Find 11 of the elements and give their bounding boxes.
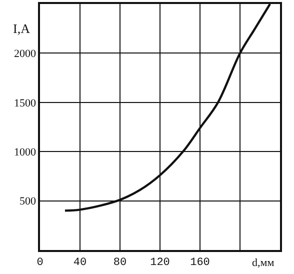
y-axis-title: I,A: [13, 21, 31, 36]
x-tick-label: 80: [113, 256, 127, 269]
x-tick-label: 40: [73, 256, 87, 269]
y-tick-label: 1000: [14, 146, 37, 158]
x-axis-title: d,мм: [252, 257, 274, 269]
x-tick-label: 0: [36, 256, 44, 269]
y-tick-label: 1500: [14, 97, 37, 110]
y-tick-label: 500: [20, 196, 37, 208]
x-tick-label: 120: [150, 256, 170, 269]
y-tick-label: 2000: [14, 48, 37, 60]
x-tick-label: 160: [190, 256, 210, 269]
